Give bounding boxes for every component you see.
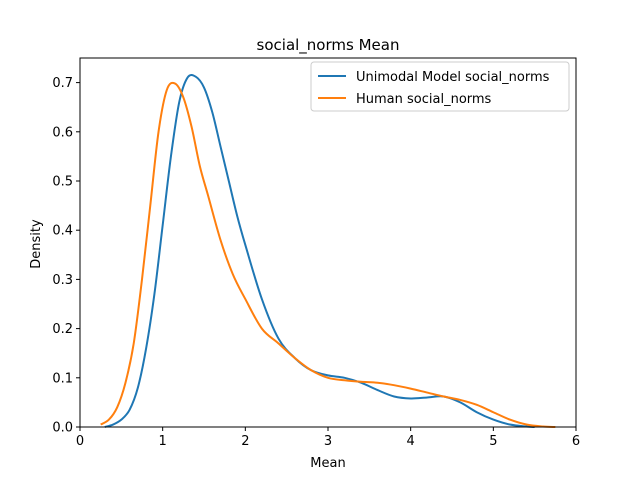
series-line-human <box>100 81 556 428</box>
y-tick-label: 0.1 <box>52 371 73 386</box>
y-tick-label: 0.3 <box>52 273 73 288</box>
axes-layer: 0 1 2 3 4 5 6 0.0 0.1 0.2 0.3 0.4 0.5 0.6 0.7 <box>52 57 580 449</box>
legend-box <box>310 61 570 112</box>
legend-label-unimodal: Unimodal Model social_norms <box>356 70 550 85</box>
x-tick-label: 4 <box>407 434 415 449</box>
chart-title: social_norms Mean <box>257 36 400 55</box>
series-layer <box>100 73 556 428</box>
legend-label-human: Human social_norms <box>356 92 492 107</box>
x-tick-label: 0 <box>76 434 84 449</box>
y-axis-label: Density <box>29 219 44 269</box>
x-tick-label: 1 <box>159 434 167 449</box>
x-tick-label: 2 <box>241 434 249 449</box>
y-tick-label: 0.0 <box>52 421 73 436</box>
y-tick-label: 0.7 <box>52 76 73 91</box>
legend: Unimodal Model social_norms Human social… <box>310 61 570 112</box>
y-tick-label: 0.2 <box>52 322 73 337</box>
x-tick-label: 5 <box>489 434 497 449</box>
y-tick-label: 0.4 <box>52 224 73 239</box>
y-tick-label: 0.5 <box>52 175 73 190</box>
x-tick-label: 3 <box>324 434 332 449</box>
x-tick-label: 6 <box>572 434 580 449</box>
x-axis-label: Mean <box>310 456 345 471</box>
y-tick-label: 0.6 <box>52 125 73 140</box>
